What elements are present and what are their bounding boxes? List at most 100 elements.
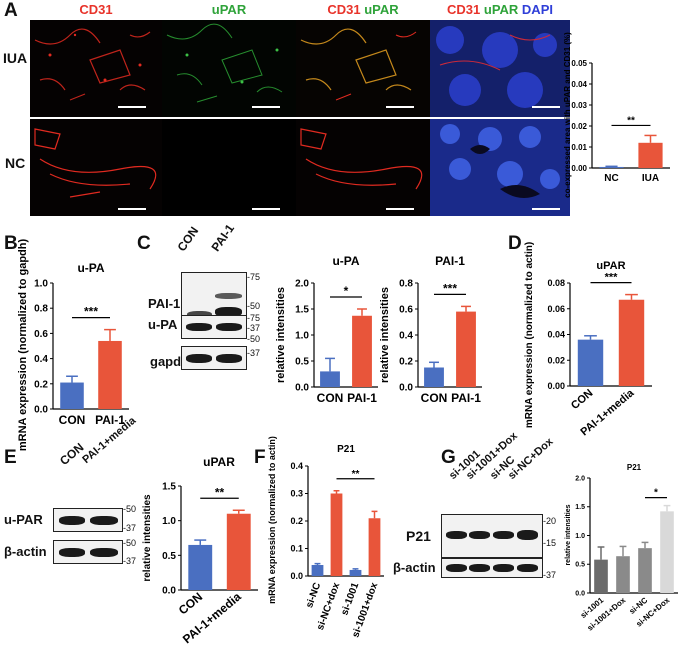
chart-title: PAI-1 (435, 254, 465, 268)
x-tick-label: CON (176, 590, 205, 618)
bar (618, 299, 645, 386)
y-tick-label: 0.0 (290, 571, 303, 581)
y-tick-label: 0.00 (571, 164, 587, 173)
y-tick-label: 2.0 (575, 475, 585, 482)
y-tick-label: 1.5 (575, 504, 585, 511)
row-label-nc: NC (5, 155, 26, 171)
x-tick-label: NC (604, 173, 618, 184)
blot-c-marker-50b: -50 (247, 334, 261, 344)
y-tick-label: 0.05 (571, 59, 587, 68)
bar (594, 559, 608, 593)
y-axis-label: relative intensities (379, 287, 391, 383)
micrograph-nc-merge (296, 119, 430, 216)
col-header-merge: CD31 uPAR (327, 2, 399, 17)
blot-g-marker-37: -37 (543, 570, 557, 580)
chart-title: u-PA (77, 261, 104, 275)
blot-c-row-pai1: PAI-1 (148, 296, 181, 311)
y-tick-label: 0.2 (399, 357, 413, 368)
blot-g-bactin (441, 558, 543, 578)
y-axis-label: relative intensities (142, 494, 153, 582)
y-tick-label: 0.2 (290, 516, 303, 526)
blot-e-marker-37a: -37 (123, 523, 137, 533)
blot-g-row-bactin: β-actin (393, 560, 436, 575)
y-tick-label: 0.00 (547, 381, 565, 391)
bar (60, 382, 84, 409)
bar (599, 166, 624, 168)
bar (352, 315, 372, 387)
micrograph-iua-dapi (430, 20, 570, 117)
y-tick-label: 1.0 (34, 279, 48, 290)
y-tick-label: 0.8 (399, 279, 413, 290)
blot-c-marker-37b: -37 (247, 348, 261, 358)
blot-c-marker-50a: -50 (247, 301, 261, 311)
panel-letter-a: A (4, 0, 18, 21)
y-tick-label: 0.5 (162, 551, 176, 562)
panel-letter-d: D (508, 233, 522, 254)
blot-c-marker-37a: -37 (247, 323, 261, 333)
y-tick-label: 0.08 (547, 278, 565, 288)
y-axis-label: mRNA expression (normalized to actin) (524, 242, 535, 428)
sig-label: ** (352, 469, 360, 480)
y-tick-label: 0.1 (290, 544, 303, 554)
y-tick-label: 2.0 (295, 279, 309, 290)
bar (424, 367, 444, 387)
micrograph-iua-cd31 (30, 20, 162, 117)
blot-g-row-p21: P21 (406, 528, 431, 544)
y-axis-label: co-expressed area with uPAR and CD31 (%) (563, 32, 572, 198)
blot-e-marker-37b: -37 (123, 556, 137, 566)
y-tick-label: 0.02 (571, 122, 587, 131)
sig-label: *** (605, 272, 619, 284)
bar (616, 556, 630, 593)
x-tick-label: IUA (642, 173, 659, 184)
y-tick-label: 1.5 (162, 482, 176, 493)
y-tick-label: 1.0 (575, 533, 585, 540)
y-tick-label: 0.6 (34, 329, 48, 340)
col-header-dapi: CD31 uPAR DAPI (447, 2, 553, 17)
col-header-cd31: CD31 (79, 2, 113, 17)
bar (638, 548, 652, 593)
blot-e-bactin (53, 540, 123, 564)
x-tick-label: PAI-1 (451, 391, 481, 405)
chart-title: uPAR (596, 260, 625, 272)
y-tick-label: 0.8 (34, 304, 48, 315)
blot-g-marker-15: -15 (543, 538, 557, 548)
y-axis-label: mRNA expression (normalized to actin) (267, 436, 277, 604)
y-tick-label: 0.5 (295, 357, 309, 368)
col-header-upar: uPAR (211, 2, 247, 17)
blot-c-gapdh (181, 346, 247, 370)
sig-label: * (344, 284, 349, 298)
blot-e-row-upar: u-PAR (4, 512, 43, 527)
chart-title: P21 (337, 444, 355, 455)
bar (226, 513, 251, 590)
y-tick-label: 0.06 (547, 304, 565, 314)
y-tick-label: 0.4 (290, 461, 303, 471)
x-tick-label: CON (421, 391, 448, 405)
bar (330, 493, 343, 576)
bar (368, 518, 381, 576)
y-tick-label: 0.0 (295, 383, 309, 394)
x-tick-label: si-NC (304, 581, 323, 609)
sig-label: * (654, 488, 658, 499)
chart-title: u-PA (332, 254, 359, 268)
x-tick-label: CON (59, 413, 86, 427)
y-tick-label: 0.4 (34, 354, 48, 365)
y-tick-label: 0.3 (290, 489, 303, 499)
bar (98, 340, 122, 409)
blot-c-row-upa: u-PA (148, 317, 178, 332)
blot-c-row-gapdh: gapdh (150, 354, 189, 369)
y-tick-label: 0.04 (547, 330, 565, 340)
panel-letter-g: G (441, 447, 456, 468)
x-tick-label: PAI-1 (347, 391, 377, 405)
y-tick-label: 0.5 (575, 562, 585, 569)
y-tick-label: 0.0 (575, 590, 585, 597)
chart-b: 0.0 0.2 0.4 0.6 0.8 1.0 CON PAI-1 *** u-PA mRNA ex… (17, 239, 129, 451)
chart-a: 0.00 0.01 0.02 0.03 0.04 0.05 NC IUA ** co-expres… (563, 32, 670, 198)
chart-e: 0.00.51.01.5CONPAI-1+media**uPARrelative… (142, 455, 258, 646)
micrograph-iua-merge (296, 20, 430, 117)
y-axis-label: relative intensities (565, 504, 572, 565)
y-tick-label: 0.0 (162, 586, 176, 597)
bar (311, 565, 324, 576)
bar (349, 569, 362, 576)
